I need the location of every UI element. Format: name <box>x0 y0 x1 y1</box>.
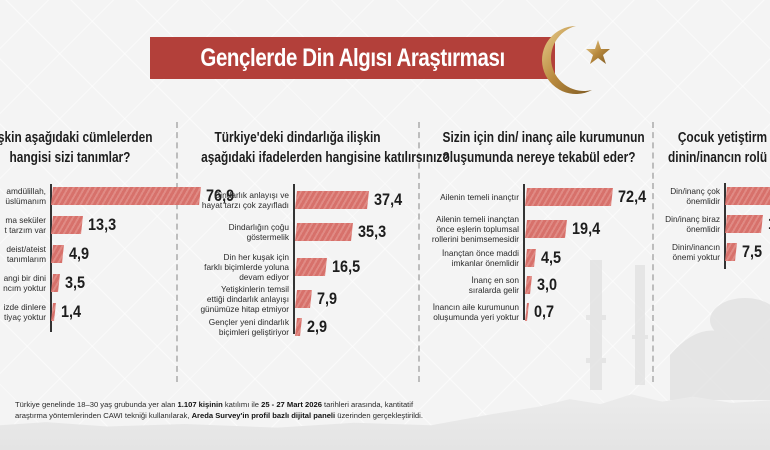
bar-row: Ailenin temeli inançtan önce eşlerin top… <box>431 214 601 244</box>
bar-row: Gençler yeni dindarlık biçimleri gelişti… <box>208 317 328 337</box>
bar-row: izde dinlere tiyaç yoktur 1,4 <box>3 302 82 322</box>
bar-row: Din/inanç biraz önemlidir 1 <box>660 214 770 234</box>
bar-row: Ailenin temeli inançtır 72,4 <box>440 187 647 206</box>
chart-panel-1: ilişkin aşağıdaki cümlelerden hangisi siz… <box>0 128 170 378</box>
mosque-silhouette-icon <box>586 260 770 400</box>
panel-title: Sizin için din/ inanç aile kurumunun oluş… <box>442 130 645 166</box>
panel-title: Türkiye'deki dindarlığa ilişkin aşağıdaki… <box>201 130 450 166</box>
bar-row: ma seküler t tarzım var 13,3 <box>4 215 117 235</box>
chart-axis <box>50 184 52 332</box>
bar-row: angi bir dini ncım yoktur 3,5 <box>3 273 86 293</box>
panel-divider <box>176 122 178 382</box>
bar-row: İnancın aile kurumunun oluşumunda yeri y… <box>432 302 555 322</box>
crescent-star-icon <box>542 26 610 95</box>
panel-divider <box>652 122 654 382</box>
chart-axis <box>523 184 525 320</box>
panel-title: ilişkin aşağıdaki cümlelerden hangisi siz… <box>0 130 153 166</box>
chart-panel-4: Çocuk yetiştirm dinin/inancın rolü <box>668 128 770 378</box>
chart-panel-3: Sizin için din/ inanç aile kurumunun oluş… <box>422 128 650 378</box>
chart-axis <box>724 183 726 269</box>
bar-row: Dindarlık anlayışı ve hayat tarzı çok za… <box>201 190 403 210</box>
chart-axis <box>293 184 295 334</box>
panel-divider <box>418 122 420 382</box>
title-banner: Gençlerde Din Algısı Araştırması <box>150 37 555 79</box>
bar-row: Dinin/inancın önemi yoktur 7,5 <box>672 242 763 262</box>
bar-row: İnanç en son sıralarda gelir 3,0 <box>468 275 558 295</box>
bar-row: Yetişkinlerin temsil ettiği dindarlık an… <box>200 284 338 314</box>
bar-row: İnançtan önce maddi imkanlar önemlidir 4… <box>441 248 562 268</box>
bar-row: Dindarlığın çoğu göstermelik 35,3 <box>228 222 387 242</box>
methodology-footnote: Türkiye genelinde 18–30 yaş grubunda yer… <box>15 400 423 420</box>
chart-panel-2: Türkiye'deki dindarlığa ilişkin aşağıdaki… <box>180 128 450 378</box>
page-title: Gençlerde Din Algısı Araştırması <box>200 43 505 72</box>
bar-row: amdülillah, üslümanım 76,9 <box>5 186 235 206</box>
bar-row: Din/inanç çok önemlidir <box>660 186 770 206</box>
panel-title: Çocuk yetiştirm dinin/inancın rolü <box>668 130 768 166</box>
bar-row: Din her kuşak için farklı biçimlerde yol… <box>204 252 361 282</box>
bar-row: deist/ateist tanımlarım 4,9 <box>6 244 90 264</box>
